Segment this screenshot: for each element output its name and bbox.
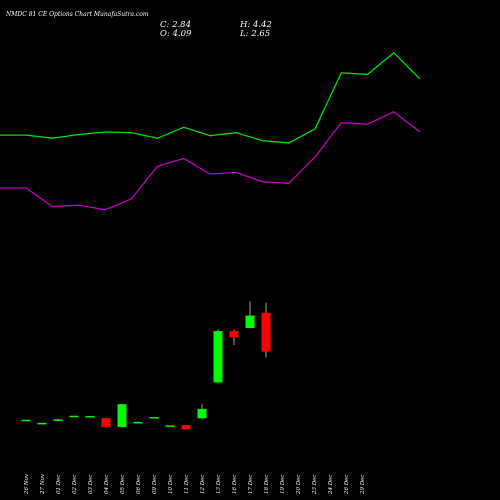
candle-27-nov	[37, 422, 47, 425]
bands-layer	[0, 51, 421, 211]
x-tick-label: 24 Dec	[328, 475, 334, 496]
candle-05-dec	[117, 404, 127, 428]
candle-body	[69, 415, 79, 418]
upper-band-line	[0, 51, 421, 144]
candle-body	[181, 425, 191, 430]
high-readout: H: 4.42	[240, 20, 272, 30]
candle-body	[53, 419, 63, 421]
candle-10-dec	[165, 425, 175, 427]
lower-band-line	[0, 111, 421, 211]
candles-layer	[21, 301, 271, 430]
candle-body	[149, 416, 159, 419]
candle-body	[245, 315, 255, 328]
chart-title: NMDC 81 CE Options Chart MunafaSutra.com	[6, 11, 149, 18]
close-readout: C: 2.84	[160, 20, 191, 30]
x-tick-label: 10 Dec	[168, 475, 174, 495]
candle-13-dec	[213, 329, 223, 384]
x-axis-ticks: 26 Nov 27 Nov 01 Dec 02 Dec 03 Dec 04 Dec 05 D…	[24, 473, 366, 495]
candle-11-dec	[181, 425, 191, 430]
candle-18-dec	[261, 302, 271, 358]
candle-04-dec	[101, 417, 111, 428]
x-tick-label: 17 Dec	[248, 475, 254, 495]
candle-body	[101, 418, 111, 427]
x-tick-label: 26 Dec	[344, 475, 350, 496]
candle-body	[165, 425, 175, 427]
candle-06-dec	[133, 421, 143, 424]
candle-body	[117, 404, 127, 427]
candle-body	[197, 408, 207, 419]
candle-body	[261, 312, 271, 352]
candle-16-dec	[229, 329, 239, 346]
candle-26-nov	[21, 419, 31, 422]
candle-17-dec	[245, 301, 255, 328]
x-tick-label: 20 Dec	[296, 475, 302, 496]
x-tick-label: 03 Dec	[88, 475, 94, 495]
x-tick-label: 12 Dec	[200, 475, 206, 495]
candle-body	[133, 421, 143, 424]
x-tick-label: 23 Dec	[312, 475, 318, 496]
candle-body	[85, 416, 95, 418]
candle-01-dec	[53, 418, 63, 421]
candle-03-dec	[85, 416, 95, 418]
x-tick-label: 13 Dec	[216, 475, 222, 495]
x-tick-label: 09 Dec	[152, 475, 158, 495]
candle-body	[37, 422, 47, 425]
x-tick-label: 06 Dec	[136, 475, 142, 495]
x-tick-label: 04 Dec	[104, 475, 110, 495]
candle-body	[213, 331, 223, 383]
candle-body	[21, 419, 31, 422]
x-tick-label: 19 Dec	[280, 475, 286, 495]
x-tick-label: 18 Dec	[264, 475, 270, 495]
low-readout: L: 2.65	[240, 29, 271, 39]
x-tick-label: 11 Dec	[184, 475, 190, 495]
candle-12-dec	[197, 404, 207, 420]
candle-body	[229, 331, 239, 338]
candle-02-dec	[69, 415, 79, 418]
open-readout: O: 4.09	[160, 29, 192, 39]
x-tick-label: 16 Dec	[232, 475, 238, 495]
x-tick-label: 01 Dec	[56, 475, 62, 495]
x-tick-label: 27 Nov	[40, 473, 46, 495]
x-tick-label: 05 Dec	[120, 475, 126, 495]
candle-09-dec	[149, 416, 159, 419]
x-tick-label: 29 Dec	[360, 475, 366, 496]
x-tick-label: 02 Dec	[72, 475, 78, 495]
x-tick-label: 26 Nov	[24, 473, 30, 495]
